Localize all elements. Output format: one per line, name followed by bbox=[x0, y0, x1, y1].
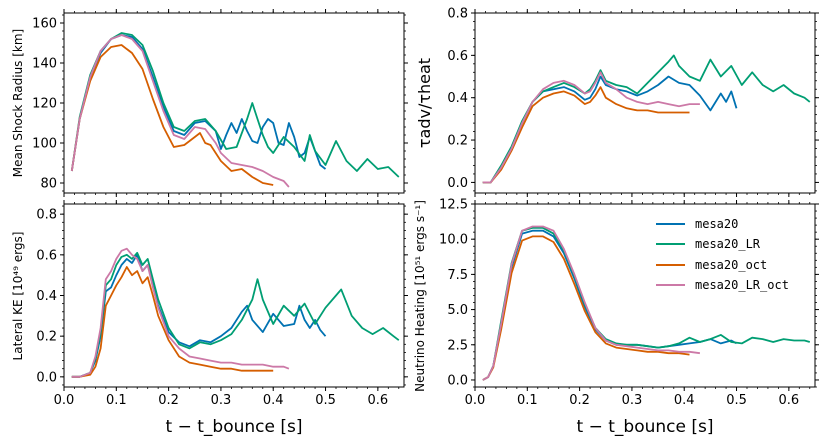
y-axis-label: τadv/τheat bbox=[415, 58, 434, 148]
legend: mesa20 mesa20_LR mesa20_oct mesa20_LR_oc… bbox=[656, 217, 789, 292]
y-tick-label: 160 bbox=[32, 17, 57, 32]
y-tick-label: 0.8 bbox=[36, 208, 57, 223]
y-tick-label: 0.4 bbox=[447, 91, 468, 106]
series-line-mesa20-oct bbox=[71, 266, 274, 378]
series-line-mesa20 bbox=[70, 34, 327, 172]
y-tick-label: 140 bbox=[32, 57, 57, 72]
y-tick-label: 5.0 bbox=[447, 303, 468, 318]
panel-tau-ratio: 0.0 0.2 0.4 0.6 0.8 τadv/τheat bbox=[415, 7, 819, 197]
tick-layer: 80 100 120 140 160 bbox=[32, 9, 408, 197]
x-tick-label: 0.5 bbox=[315, 393, 336, 408]
line-layer bbox=[482, 225, 811, 381]
y-tick-label: 7.5 bbox=[447, 268, 468, 283]
x-axis-label: t − t_bounce [s] bbox=[577, 417, 714, 437]
y-tick-label: 0.4 bbox=[36, 289, 57, 304]
x-tick-label: 0.0 bbox=[54, 393, 75, 408]
y-tick-label: 0.6 bbox=[36, 248, 57, 263]
legend-label-mesa20: mesa20 bbox=[695, 217, 738, 231]
x-tick-label: 0.5 bbox=[726, 393, 747, 408]
y-tick-label: 0.0 bbox=[36, 370, 57, 385]
x-tick-label: 0.2 bbox=[158, 393, 179, 408]
legend-label-mesa20-lr-oct: mesa20_LR_oct bbox=[695, 278, 789, 292]
y-tick-label: 0.2 bbox=[36, 330, 57, 345]
x-tick-label: 0.4 bbox=[674, 393, 695, 408]
series-line-mesa20-lr bbox=[482, 54, 811, 184]
y-tick-label: 0.0 bbox=[447, 176, 468, 191]
y-tick-label: 120 bbox=[32, 97, 57, 112]
x-tick-label: 0.3 bbox=[211, 393, 232, 408]
x-tick-label: 0.4 bbox=[263, 393, 284, 408]
panel-lateral-ke: 0.0 0.2 0.4 0.6 0.8 0.0 0.1 0.2 0.3 0.4 0.5 0.6 Lat… bbox=[11, 200, 408, 437]
series-line-mesa20-oct bbox=[482, 235, 690, 381]
x-tick-label: 0.3 bbox=[622, 393, 643, 408]
series-line-mesa20 bbox=[71, 253, 327, 378]
tick-layer: 0.0 2.5 5.0 7.5 10.0 12.5 0.0 0.1 0.2 0.3 0.4 0.5 0.… bbox=[439, 198, 819, 408]
y-tick-label: 80 bbox=[40, 177, 57, 192]
y-axis-label: Lateral KE [10⁴⁹ ergs] bbox=[11, 232, 25, 361]
axes-frame bbox=[474, 203, 816, 388]
x-tick-label: 0.6 bbox=[779, 393, 800, 408]
y-axis-label: Neutrino Heating [10⁵¹ ergs s⁻¹] bbox=[413, 200, 427, 392]
x-tick-label: 0.0 bbox=[465, 393, 486, 408]
y-tick-label: 0.8 bbox=[447, 7, 468, 22]
series-line-mesa20-lr-oct bbox=[71, 247, 290, 378]
line-layer bbox=[482, 54, 811, 184]
y-tick-label: 10.0 bbox=[439, 233, 468, 248]
series-line-mesa20-oct bbox=[70, 44, 274, 186]
y-tick-label: 12.5 bbox=[439, 198, 468, 213]
panel-neutrino-heating: 0.0 2.5 5.0 7.5 10.0 12.5 0.0 0.1 0.2 0.3 0.4 0.5 0.… bbox=[413, 198, 819, 437]
series-line-mesa20-lr-oct bbox=[482, 71, 700, 184]
y-tick-label: 100 bbox=[32, 137, 57, 152]
series-line-mesa20-lr bbox=[70, 32, 400, 178]
line-layer bbox=[70, 32, 400, 188]
x-tick-label: 0.2 bbox=[569, 393, 590, 408]
x-axis-label: t − t_bounce [s] bbox=[166, 417, 303, 437]
series-line-mesa20-lr-oct bbox=[70, 34, 290, 188]
series-line-mesa20-lr bbox=[482, 226, 811, 381]
y-tick-label: 2.5 bbox=[447, 338, 468, 353]
y-tick-label: 0.0 bbox=[447, 373, 468, 388]
y-tick-label: 0.2 bbox=[447, 134, 468, 149]
axes-frame bbox=[63, 12, 405, 194]
tick-layer: 0.0 0.2 0.4 0.6 0.8 0.0 0.1 0.2 0.3 0.4 0.5 0.6 bbox=[36, 200, 408, 408]
series-line-mesa20-lr bbox=[71, 251, 400, 378]
y-axis-label: Mean Shock Radius [km] bbox=[11, 29, 25, 178]
panel-shock-radius: 80 100 120 140 160 Mean Shock Radius [km] bbox=[11, 9, 408, 197]
line-layer bbox=[71, 247, 400, 378]
y-tick-label: 0.6 bbox=[447, 49, 468, 64]
x-tick-label: 0.6 bbox=[368, 393, 389, 408]
series-line-mesa20-oct bbox=[482, 86, 690, 184]
legend-label-mesa20-oct: mesa20_oct bbox=[695, 258, 767, 272]
series-line-mesa20-lr-oct bbox=[482, 225, 701, 381]
x-tick-label: 0.1 bbox=[517, 393, 538, 408]
x-tick-label: 0.1 bbox=[106, 393, 127, 408]
tick-layer: 0.0 0.2 0.4 0.6 0.8 bbox=[447, 7, 819, 197]
axes-frame bbox=[474, 12, 816, 194]
legend-label-mesa20-lr: mesa20_LR bbox=[695, 237, 761, 251]
axes-frame bbox=[63, 203, 405, 388]
series-line-mesa20 bbox=[482, 229, 737, 381]
